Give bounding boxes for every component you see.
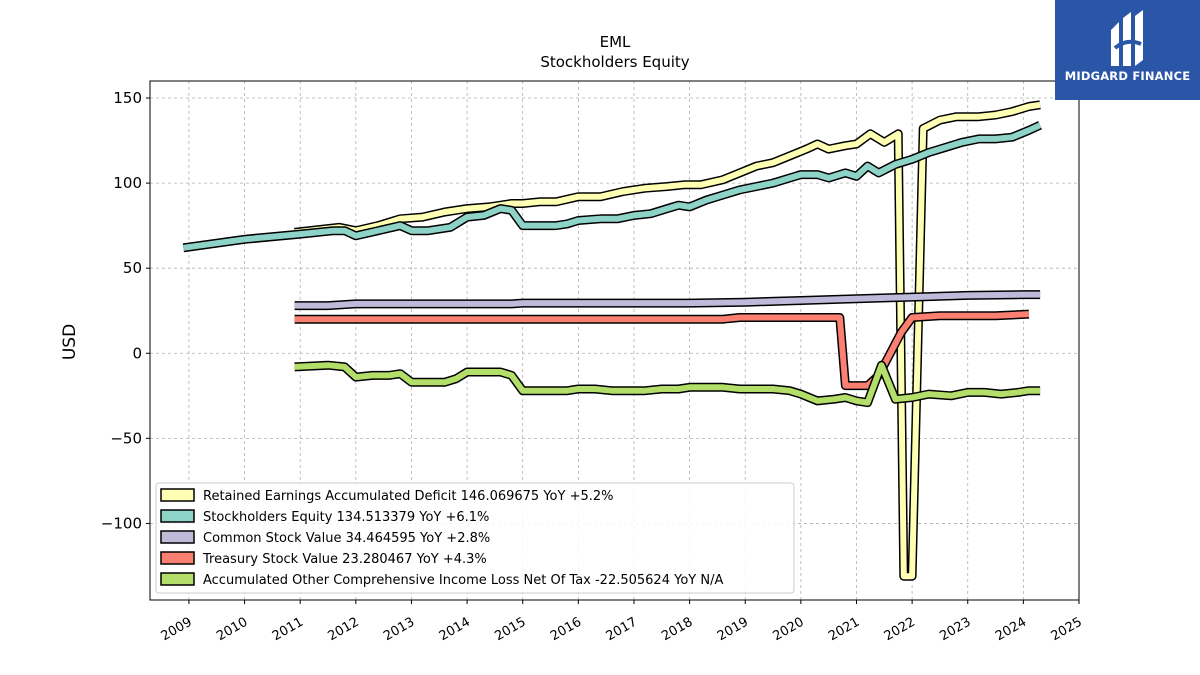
legend-entry: Common Stock Value 34.464595 YoY +2.8%: [203, 531, 490, 546]
y-tick-label: 150: [113, 89, 142, 107]
series-line-2: [182, 121, 1042, 253]
plot-frame: [149, 80, 1080, 601]
x-tick-label: 2013: [381, 615, 417, 645]
legend-swatch: [160, 551, 195, 565]
x-tick-label: 2018: [659, 615, 695, 645]
series-stroke: [182, 122, 1042, 251]
x-tick-label: 2011: [270, 615, 306, 645]
x-tick-label: 2009: [159, 615, 195, 645]
x-tick-label: 2025: [1049, 615, 1085, 645]
legend-entry: Treasury Stock Value 23.280467 YoY +4.3%: [202, 552, 487, 567]
legend-swatch: [160, 572, 195, 586]
x-tick-label: 2022: [882, 615, 918, 645]
series-lines: [182, 100, 1042, 581]
y-tick-label: 50: [123, 259, 142, 277]
legend-swatch: [160, 488, 195, 502]
legend-entry: Accumulated Other Comprehensive Income L…: [203, 573, 723, 588]
series-line-1: [294, 100, 1041, 581]
legend-entry: Stockholders Equity 134.513379 YoY +6.1%: [203, 510, 489, 525]
series-stroke: [294, 311, 1030, 389]
x-tick-label: 2016: [548, 615, 584, 645]
logo-mark-icon: [1111, 10, 1143, 66]
x-tick-label: 2017: [604, 615, 640, 645]
chart-title: EML: [600, 33, 631, 51]
y-axis-label: USD: [60, 324, 80, 360]
x-tick-label: 2019: [715, 615, 751, 645]
x-tick-label: 2023: [937, 615, 973, 645]
x-tick-label: 2024: [993, 615, 1029, 645]
series-stroke: [294, 362, 1041, 406]
y-tick-label: −100: [101, 514, 142, 532]
series-stroke: [294, 291, 1041, 309]
brand-logo: MIDGARD FINANCE: [1055, 0, 1200, 100]
legend-swatch: [160, 509, 195, 523]
series-outline: [182, 121, 1042, 253]
x-tick-label: 2020: [771, 615, 807, 645]
legend-swatch: [160, 530, 195, 544]
x-tick-label: 2010: [214, 615, 250, 645]
y-tick-label: 100: [113, 174, 142, 192]
series-line-3: [294, 290, 1041, 311]
legend-box: [155, 482, 795, 594]
x-tick-label: 2014: [437, 615, 473, 645]
series-line-5: [294, 360, 1041, 408]
series-line-4: [294, 309, 1030, 391]
legend-entry: Retained Earnings Accumulated Deficit 14…: [203, 489, 614, 504]
x-tick-label: 2012: [325, 615, 361, 645]
y-tick-label: −50: [110, 429, 142, 447]
legend: Retained Earnings Accumulated Deficit 14…: [155, 482, 795, 594]
chart-subtitle: Stockholders Equity: [540, 53, 689, 71]
x-tick-label: 2015: [492, 615, 528, 645]
y-tick-label: 0: [132, 344, 142, 362]
x-tick-label: 2021: [826, 615, 862, 645]
series-stroke: [294, 101, 1041, 580]
logo-text: MIDGARD FINANCE: [1064, 69, 1191, 83]
